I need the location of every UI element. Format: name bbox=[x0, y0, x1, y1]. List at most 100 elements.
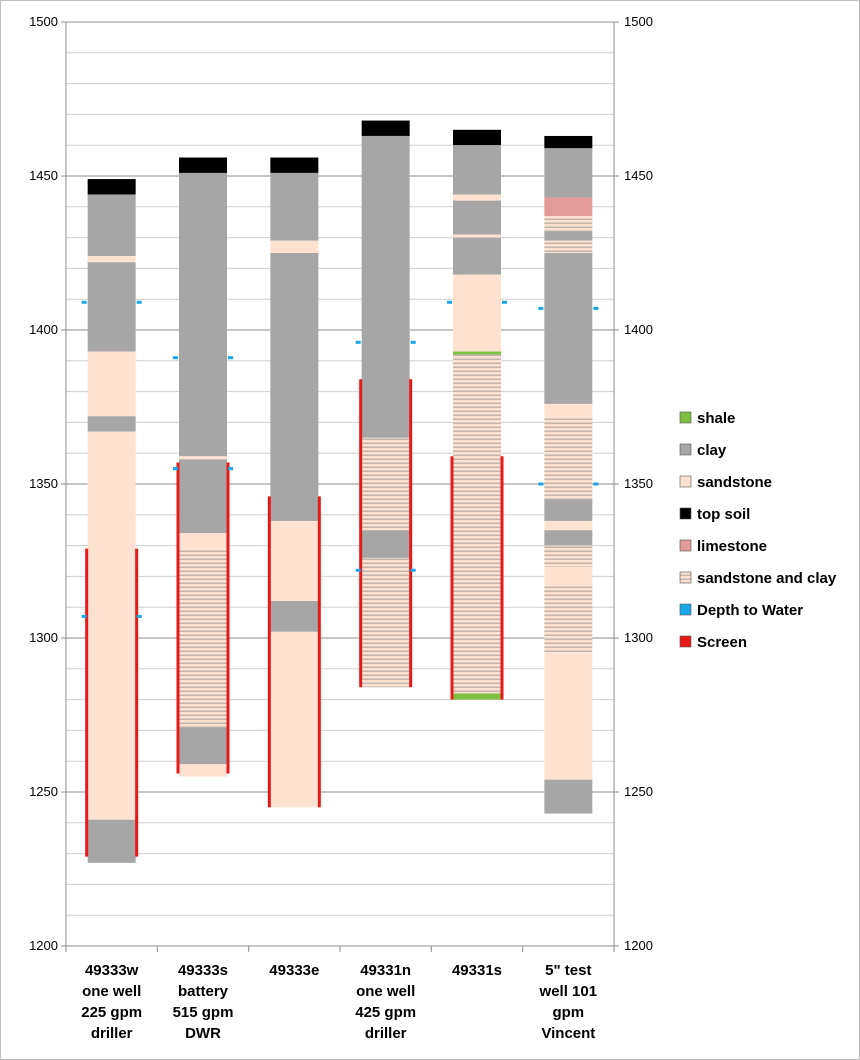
layer-sandclay bbox=[544, 416, 593, 500]
layer-sandstone bbox=[179, 456, 227, 460]
layer-sandstone bbox=[544, 403, 593, 417]
category-label: 49333e bbox=[269, 962, 319, 979]
category-label: 515 gpm bbox=[173, 1004, 234, 1021]
layer-clay bbox=[361, 530, 410, 558]
layer-sandstone bbox=[179, 764, 227, 777]
layer-clay bbox=[544, 148, 593, 198]
legend-label-limestone: limestone bbox=[697, 538, 767, 555]
legend-swatch-sandclay bbox=[679, 571, 692, 584]
layer-sandstone bbox=[544, 653, 593, 780]
layer-clay bbox=[87, 416, 136, 432]
layer-clay bbox=[544, 499, 593, 521]
category-label: DWR bbox=[185, 1025, 221, 1042]
layer-clay bbox=[179, 172, 227, 457]
y2-tick-label: 1450 bbox=[624, 168, 653, 183]
layer-topsoil bbox=[544, 135, 593, 149]
category-label: one well bbox=[82, 983, 141, 1000]
layer-clay bbox=[87, 819, 136, 863]
layer-sandclay bbox=[361, 557, 410, 688]
category-label: driller bbox=[365, 1025, 407, 1042]
y2-tick-label: 1200 bbox=[624, 938, 653, 953]
category-label: Vincent bbox=[541, 1025, 595, 1042]
layer-sandclay bbox=[361, 437, 410, 531]
layer-topsoil bbox=[87, 179, 136, 195]
layer-topsoil bbox=[179, 157, 227, 173]
layer-sandstone bbox=[87, 351, 136, 417]
category-label: 425 gpm bbox=[355, 1004, 416, 1021]
y2-tick-label: 1400 bbox=[624, 322, 653, 337]
category-label: battery bbox=[178, 983, 229, 1000]
layer-sandclay bbox=[453, 354, 501, 694]
layer-sandstone bbox=[179, 533, 227, 549]
y2-tick-label: 1300 bbox=[624, 630, 653, 645]
y2-tick-label: 1250 bbox=[624, 784, 653, 799]
y2-tick-label: 1350 bbox=[624, 476, 653, 491]
layer-sandclay bbox=[544, 585, 593, 654]
layer-clay bbox=[544, 231, 593, 241]
legend-label-clay: clay bbox=[697, 442, 727, 459]
layer-clay bbox=[179, 727, 227, 765]
y-tick-label: 1500 bbox=[29, 14, 58, 29]
category-label: 49333s bbox=[178, 962, 228, 979]
legend-label-topsoil: top soil bbox=[697, 506, 750, 523]
layer-clay bbox=[87, 194, 136, 257]
y-tick-label: 1250 bbox=[29, 784, 58, 799]
layer-sandstone bbox=[453, 194, 501, 201]
layer-topsoil bbox=[361, 120, 410, 136]
layer-sandstone bbox=[87, 256, 136, 263]
legend-swatch-water bbox=[679, 603, 692, 616]
category-label: driller bbox=[91, 1025, 133, 1042]
layer-sandstone bbox=[453, 274, 501, 352]
layer-shale bbox=[453, 693, 501, 700]
legend-label-sandclay: sandstone and clay bbox=[697, 570, 837, 587]
layer-sandclay bbox=[544, 216, 593, 232]
legend-label-water: Depth to Water bbox=[697, 602, 803, 619]
layer-clay bbox=[270, 253, 319, 521]
legend-label-screen: Screen bbox=[697, 634, 747, 651]
layer-sandstone bbox=[270, 520, 319, 602]
layer-clay bbox=[270, 601, 319, 632]
layer-clay bbox=[179, 459, 227, 534]
y-tick-label: 1400 bbox=[29, 322, 58, 337]
layer-limestone bbox=[544, 197, 593, 217]
y-tick-label: 1450 bbox=[29, 168, 58, 183]
y-tick-label: 1350 bbox=[29, 476, 58, 491]
layer-shale bbox=[453, 351, 501, 355]
layer-clay bbox=[544, 253, 593, 404]
legend-swatch-topsoil bbox=[679, 507, 692, 520]
category-label: 225 gpm bbox=[81, 1004, 142, 1021]
legend-label-shale: shale bbox=[697, 410, 735, 427]
category-label: 49331s bbox=[452, 962, 502, 979]
y-tick-label: 1200 bbox=[29, 938, 58, 953]
layer-sandstone bbox=[544, 567, 593, 586]
category-label: gpm bbox=[552, 1004, 584, 1021]
category-label: 5" test bbox=[545, 962, 591, 979]
legend-swatch-screen bbox=[679, 635, 692, 648]
legend-swatch-shale bbox=[679, 411, 692, 424]
layer-clay bbox=[453, 200, 501, 235]
layer-sandclay bbox=[544, 545, 593, 568]
layer-sandstone bbox=[270, 240, 319, 253]
layer-topsoil bbox=[453, 129, 501, 146]
category-label: well 101 bbox=[539, 983, 598, 1000]
layer-clay bbox=[544, 779, 593, 814]
layer-clay bbox=[270, 172, 319, 241]
layer-sandclay bbox=[544, 240, 593, 253]
layer-topsoil bbox=[270, 157, 319, 173]
layer-sandclay bbox=[179, 548, 227, 728]
legend-label-sandstone: sandstone bbox=[697, 474, 772, 491]
layer-clay bbox=[453, 145, 501, 195]
category-label: 49333w bbox=[85, 962, 139, 979]
layer-sandstone bbox=[87, 431, 136, 820]
y-tick-label: 1300 bbox=[29, 630, 58, 645]
category-label: one well bbox=[356, 983, 415, 1000]
legend-swatch-clay bbox=[679, 443, 692, 456]
y2-tick-label: 1500 bbox=[624, 14, 653, 29]
layer-sandstone bbox=[453, 234, 501, 238]
layer-clay bbox=[361, 135, 410, 438]
legend-swatch-limestone bbox=[679, 539, 692, 552]
layer-sandstone bbox=[270, 631, 319, 808]
layer-clay bbox=[453, 237, 501, 275]
layer-clay bbox=[87, 262, 136, 352]
